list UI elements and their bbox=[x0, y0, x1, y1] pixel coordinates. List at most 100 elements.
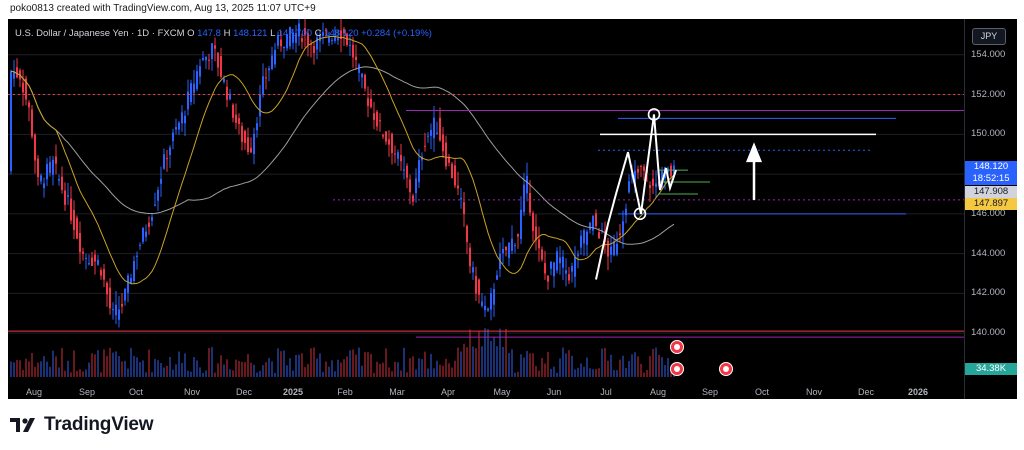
candle-body bbox=[391, 133, 393, 154]
candle-body bbox=[22, 82, 24, 93]
volume-bar bbox=[502, 346, 504, 377]
volume-bar bbox=[394, 361, 396, 377]
volume-tag: 34.38K bbox=[965, 363, 1017, 375]
volume-bar bbox=[583, 366, 585, 377]
candle-body bbox=[412, 195, 414, 202]
month-label: Apr bbox=[441, 387, 455, 397]
candle-body bbox=[169, 147, 171, 156]
candle-body bbox=[103, 269, 105, 280]
volume-bar bbox=[562, 347, 564, 377]
volume-bar bbox=[316, 358, 318, 377]
volume-bar bbox=[640, 363, 642, 377]
candle-body bbox=[28, 102, 30, 108]
volume-bar bbox=[496, 346, 498, 377]
symbol-legend[interactable]: U.S. Dollar / Japanese Yen · 1D · FXCM O… bbox=[15, 28, 432, 39]
candle-body bbox=[70, 198, 72, 221]
candle-body bbox=[262, 76, 264, 95]
candle-body bbox=[616, 243, 618, 255]
candle-body bbox=[415, 178, 417, 194]
candle-body bbox=[352, 44, 354, 58]
candle-body bbox=[538, 239, 540, 249]
candle-body bbox=[13, 72, 15, 79]
candle-body bbox=[244, 130, 246, 143]
candle-body bbox=[358, 64, 360, 73]
chart-area[interactable]: Aug Sep Oct Nov Dec 2025 Feb Mar Apr May Jun Jul Aug… bbox=[8, 19, 964, 399]
month-label: Nov bbox=[184, 387, 201, 397]
candle-body bbox=[373, 113, 375, 120]
volume-bar bbox=[565, 353, 567, 377]
volume-bar bbox=[85, 369, 87, 377]
volume-bar bbox=[286, 365, 288, 377]
volume-bar bbox=[616, 370, 618, 377]
volume-bar bbox=[499, 328, 501, 377]
volume-bar bbox=[529, 353, 531, 377]
candle-body bbox=[505, 246, 507, 251]
volume-bar bbox=[412, 356, 414, 377]
candle-body bbox=[124, 288, 126, 301]
candle-body bbox=[637, 168, 639, 173]
price-chart[interactable]: Aug Sep Oct Nov Dec 2025 Feb Mar Apr May Jun Jul Aug… bbox=[8, 19, 964, 399]
volume-bar bbox=[661, 357, 663, 377]
candle-body bbox=[481, 301, 483, 306]
candle-body bbox=[478, 279, 480, 295]
price-tick-label: 146.000 bbox=[971, 207, 1006, 219]
candle-body bbox=[514, 245, 516, 247]
candle-body bbox=[64, 190, 66, 205]
candle-body bbox=[463, 202, 465, 215]
volume-bar bbox=[424, 351, 426, 377]
candle-body bbox=[184, 115, 186, 124]
candle-body bbox=[40, 175, 42, 182]
candle-body bbox=[610, 246, 612, 255]
volume-bar bbox=[97, 350, 99, 377]
volume-bar bbox=[448, 363, 450, 377]
price-axis[interactable]: 154.000152.000150.000148.000146.000144.0… bbox=[964, 19, 1017, 399]
volume-bar bbox=[76, 370, 78, 377]
brand[interactable]: TradingView bbox=[10, 414, 154, 436]
candle-body bbox=[556, 251, 558, 271]
candle-body bbox=[445, 142, 447, 167]
candle-body bbox=[43, 183, 45, 189]
candle-body bbox=[73, 210, 75, 230]
candle-body bbox=[592, 215, 594, 231]
volume-bar bbox=[58, 367, 60, 377]
volume-bar bbox=[580, 363, 582, 377]
volume-bar bbox=[559, 358, 561, 377]
candle-body bbox=[193, 83, 195, 93]
candle-body bbox=[61, 176, 63, 190]
volume-bar bbox=[481, 346, 483, 377]
candle-body bbox=[292, 32, 294, 43]
ma-short-line bbox=[10, 35, 675, 285]
volume-bar bbox=[166, 365, 168, 377]
volume-bar bbox=[553, 366, 555, 377]
volume-bar bbox=[142, 360, 144, 377]
candle-body bbox=[418, 160, 420, 183]
candle-body bbox=[199, 66, 201, 77]
volume-bar bbox=[292, 370, 294, 377]
candle-body bbox=[472, 267, 474, 273]
month-label: Aug bbox=[26, 387, 42, 397]
ma-long-line bbox=[10, 66, 675, 245]
currency-badge[interactable]: JPY bbox=[972, 28, 1006, 45]
ohlc-open-label: O bbox=[187, 28, 195, 39]
candle-body bbox=[433, 117, 435, 139]
volume-bar bbox=[568, 350, 570, 377]
candle-body bbox=[409, 179, 411, 193]
volume-bar bbox=[586, 357, 588, 377]
candle-body bbox=[355, 56, 357, 61]
volume-bar bbox=[379, 363, 381, 377]
candle-body bbox=[613, 241, 615, 256]
candle-body bbox=[511, 238, 513, 251]
volume-bar bbox=[301, 353, 303, 377]
volume-bar bbox=[205, 370, 207, 377]
volume-bar bbox=[610, 354, 612, 377]
candle-body bbox=[190, 83, 192, 103]
grid bbox=[8, 54, 964, 334]
volume-bar bbox=[472, 346, 474, 377]
candle-body bbox=[58, 179, 60, 181]
candle-body bbox=[298, 23, 300, 37]
volume-bar bbox=[409, 358, 411, 377]
volume-bar bbox=[247, 354, 249, 377]
volume-bar bbox=[571, 355, 573, 377]
volume-bar bbox=[46, 361, 48, 377]
volume-bar bbox=[34, 366, 36, 377]
